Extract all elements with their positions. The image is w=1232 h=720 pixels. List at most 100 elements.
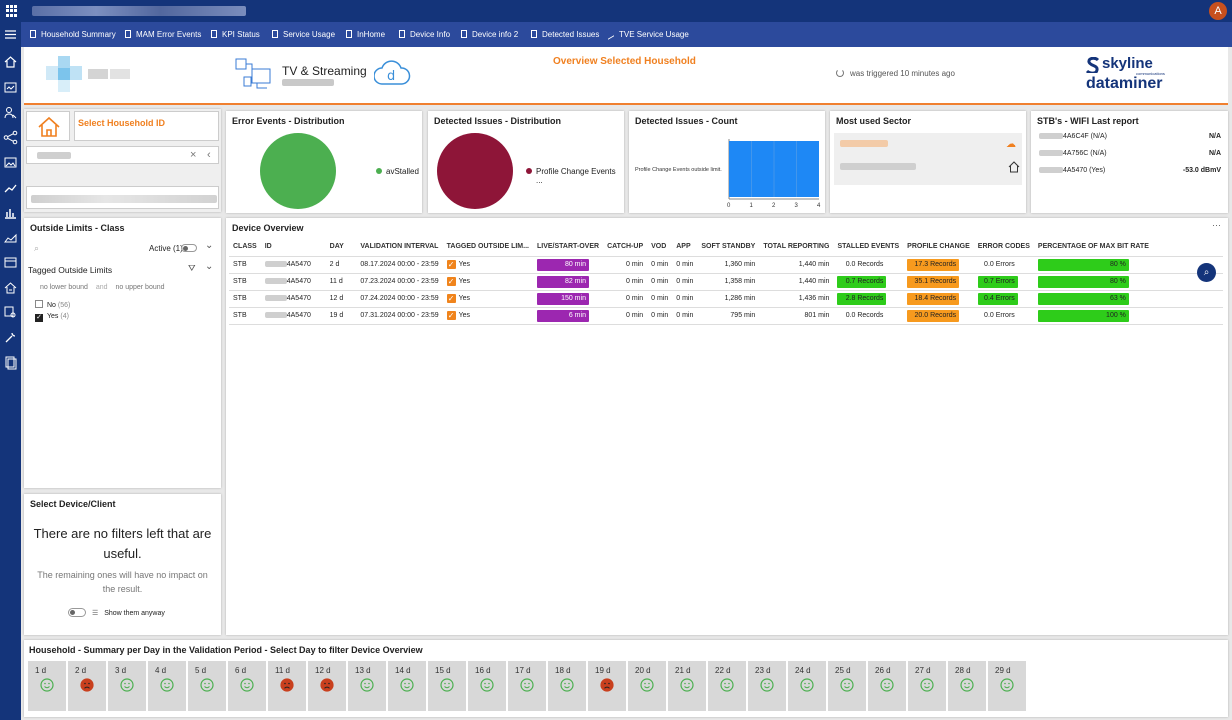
- brand-top: skyline: [1102, 55, 1153, 72]
- image-icon[interactable]: [3, 155, 18, 170]
- column-header[interactable]: APP: [676, 243, 691, 251]
- documents-icon[interactable]: [3, 355, 18, 370]
- home-icon[interactable]: [3, 54, 18, 69]
- day-label: 24 d: [795, 666, 811, 675]
- show-anyway-toggle[interactable]: ☰ Show them anyway: [68, 608, 165, 617]
- column-header[interactable]: ID: [264, 243, 272, 251]
- household-selected-item[interactable]: [26, 186, 219, 209]
- nav-inhome[interactable]: InHome: [346, 22, 385, 47]
- day-tile[interactable]: 18 d: [548, 661, 586, 711]
- column-header[interactable]: STALLED EVENTS: [837, 243, 900, 251]
- day-tile[interactable]: 15 d: [428, 661, 466, 711]
- nav-household-summary[interactable]: Household Summary: [30, 22, 116, 47]
- day-tile[interactable]: 26 d: [868, 661, 906, 711]
- clear-icon[interactable]: ×: [190, 149, 197, 161]
- menu-icon[interactable]: [3, 27, 18, 42]
- table-row[interactable]: STB 4A5470 19 d 07.31.2024 00:00 - 23:59 ✓ Ye…: [229, 307, 1223, 324]
- day-tile[interactable]: 25 d: [828, 661, 866, 711]
- household-search-input[interactable]: × ‹: [26, 146, 219, 164]
- filter-clear-icon[interactable]: ⛛: [188, 263, 196, 273]
- day-tile[interactable]: 23 d: [748, 661, 786, 711]
- day-tile[interactable]: 1 d: [28, 661, 66, 711]
- refresh-status[interactable]: was triggered 10 minutes ago: [836, 69, 955, 78]
- column-header[interactable]: CATCH-UP: [607, 243, 644, 251]
- column-header[interactable]: LIVE/START-OVER: [536, 243, 600, 251]
- day-tile[interactable]: 16 d: [468, 661, 506, 711]
- day-tile[interactable]: 29 d: [988, 661, 1026, 711]
- column-header[interactable]: VOD: [651, 243, 667, 251]
- nav-device-info-2[interactable]: Device info 2: [461, 22, 518, 47]
- user-avatar[interactable]: A: [1209, 2, 1227, 20]
- home-network-icon[interactable]: [3, 280, 18, 295]
- bar-chart-icon[interactable]: [3, 205, 18, 220]
- day-tile[interactable]: 27 d: [908, 661, 946, 711]
- day-tile[interactable]: 24 d: [788, 661, 826, 711]
- active-toggle[interactable]: [181, 244, 197, 252]
- day-tile[interactable]: 2 d: [68, 661, 106, 711]
- checked-checkbox[interactable]: ✓: [35, 314, 43, 322]
- wrench-icon[interactable]: [3, 330, 18, 345]
- day-tile[interactable]: 12 d: [308, 661, 346, 711]
- nav-detected-issues[interactable]: Detected Issues: [531, 22, 599, 47]
- day-tile[interactable]: 5 d: [188, 661, 226, 711]
- day-tile[interactable]: 4 d: [148, 661, 186, 711]
- option-yes[interactable]: ✓ Yes (4): [35, 313, 69, 322]
- user-search-icon[interactable]: [3, 105, 18, 120]
- day-tile[interactable]: 22 d: [708, 661, 746, 711]
- column-header[interactable]: TOTAL REPORTING: [763, 243, 830, 251]
- home-button[interactable]: [26, 111, 70, 141]
- chevron-left-icon[interactable]: ‹: [207, 149, 211, 161]
- window-icon[interactable]: [3, 255, 18, 270]
- column-header[interactable]: CLASS: [233, 243, 257, 251]
- more-options-icon[interactable]: ⋯: [1212, 220, 1221, 230]
- select-household-button[interactable]: Select Household ID: [74, 111, 219, 141]
- chevron-down-icon[interactable]: ⌄: [205, 261, 214, 272]
- option-no[interactable]: No (56): [35, 300, 70, 309]
- column-header[interactable]: DAY: [329, 243, 344, 251]
- dashboard-icon[interactable]: [3, 80, 18, 95]
- day-tile[interactable]: 17 d: [508, 661, 546, 711]
- nav-device-info[interactable]: Device Info: [399, 22, 450, 47]
- column-header[interactable]: PROFILE CHANGE: [907, 243, 970, 251]
- smiley-face-icon: [840, 678, 854, 692]
- column-header[interactable]: ERROR CODES: [977, 243, 1030, 251]
- area-chart-icon[interactable]: [3, 230, 18, 245]
- column-header[interactable]: SOFT STANDBY: [701, 243, 756, 251]
- cell-total: 1,436 min: [798, 295, 830, 302]
- day-tile[interactable]: 6 d: [228, 661, 266, 711]
- search-icon[interactable]: ⌕: [34, 243, 40, 253]
- day-tile[interactable]: 19 d: [588, 661, 626, 711]
- table-row[interactable]: STB 4A5470 11 d 07.23.2024 00:00 - 23:59 ✓ Ye…: [229, 273, 1223, 290]
- checkbox[interactable]: [35, 300, 43, 308]
- detected-issues-count-chart[interactable]: Profile Change Events outside limit. 0 1 2 3…: [629, 129, 825, 213]
- column-header[interactable]: PERCENTAGE OF MAX BIT RATE: [1037, 243, 1149, 251]
- trend-icon[interactable]: [3, 180, 18, 195]
- search-fab-icon[interactable]: ⌕: [1197, 263, 1216, 282]
- day-tile[interactable]: 13 d: [348, 661, 386, 711]
- day-tile[interactable]: 14 d: [388, 661, 426, 711]
- detected-issues-pie[interactable]: [436, 132, 514, 210]
- table-row[interactable]: STB 4A5470 12 d 07.24.2024 00:00 - 23:59 ✓ Ye…: [229, 290, 1223, 307]
- day-tile[interactable]: 21 d: [668, 661, 706, 711]
- share-icon[interactable]: [3, 130, 18, 145]
- day-tile[interactable]: 28 d: [948, 661, 986, 711]
- day-tile[interactable]: 20 d: [628, 661, 666, 711]
- toggle-switch[interactable]: [68, 608, 86, 617]
- day-tile[interactable]: 11 d: [268, 661, 306, 711]
- column-header[interactable]: TAGGED OUTSIDE LIM...: [446, 243, 529, 251]
- chevron-down-icon[interactable]: ⌄: [205, 240, 214, 251]
- app-launcher-icon[interactable]: [6, 5, 18, 17]
- day-tile[interactable]: 3 d: [108, 661, 146, 711]
- lower-bound-label[interactable]: no lower bound: [40, 284, 88, 291]
- svg-text:d: d: [387, 69, 395, 84]
- table-row[interactable]: STB 4A5470 2 d 08.17.2024 00:00 - 23:59 ✓ Yes…: [229, 256, 1223, 273]
- error-events-pie[interactable]: [259, 132, 337, 210]
- column-header[interactable]: VALIDATION INTERVAL: [360, 243, 439, 251]
- nav-tve-service-usage[interactable]: TVE Service Usage: [608, 22, 689, 47]
- nav-label: Detected Issues: [542, 30, 600, 39]
- nav-kpi-status[interactable]: KPI Status: [211, 22, 260, 47]
- device-search-icon[interactable]: [3, 305, 18, 320]
- upper-bound-label[interactable]: no upper bound: [115, 284, 165, 291]
- nav-service-usage[interactable]: Service Usage: [272, 22, 335, 47]
- nav-mam-error-events[interactable]: MAM Error Events: [125, 22, 201, 47]
